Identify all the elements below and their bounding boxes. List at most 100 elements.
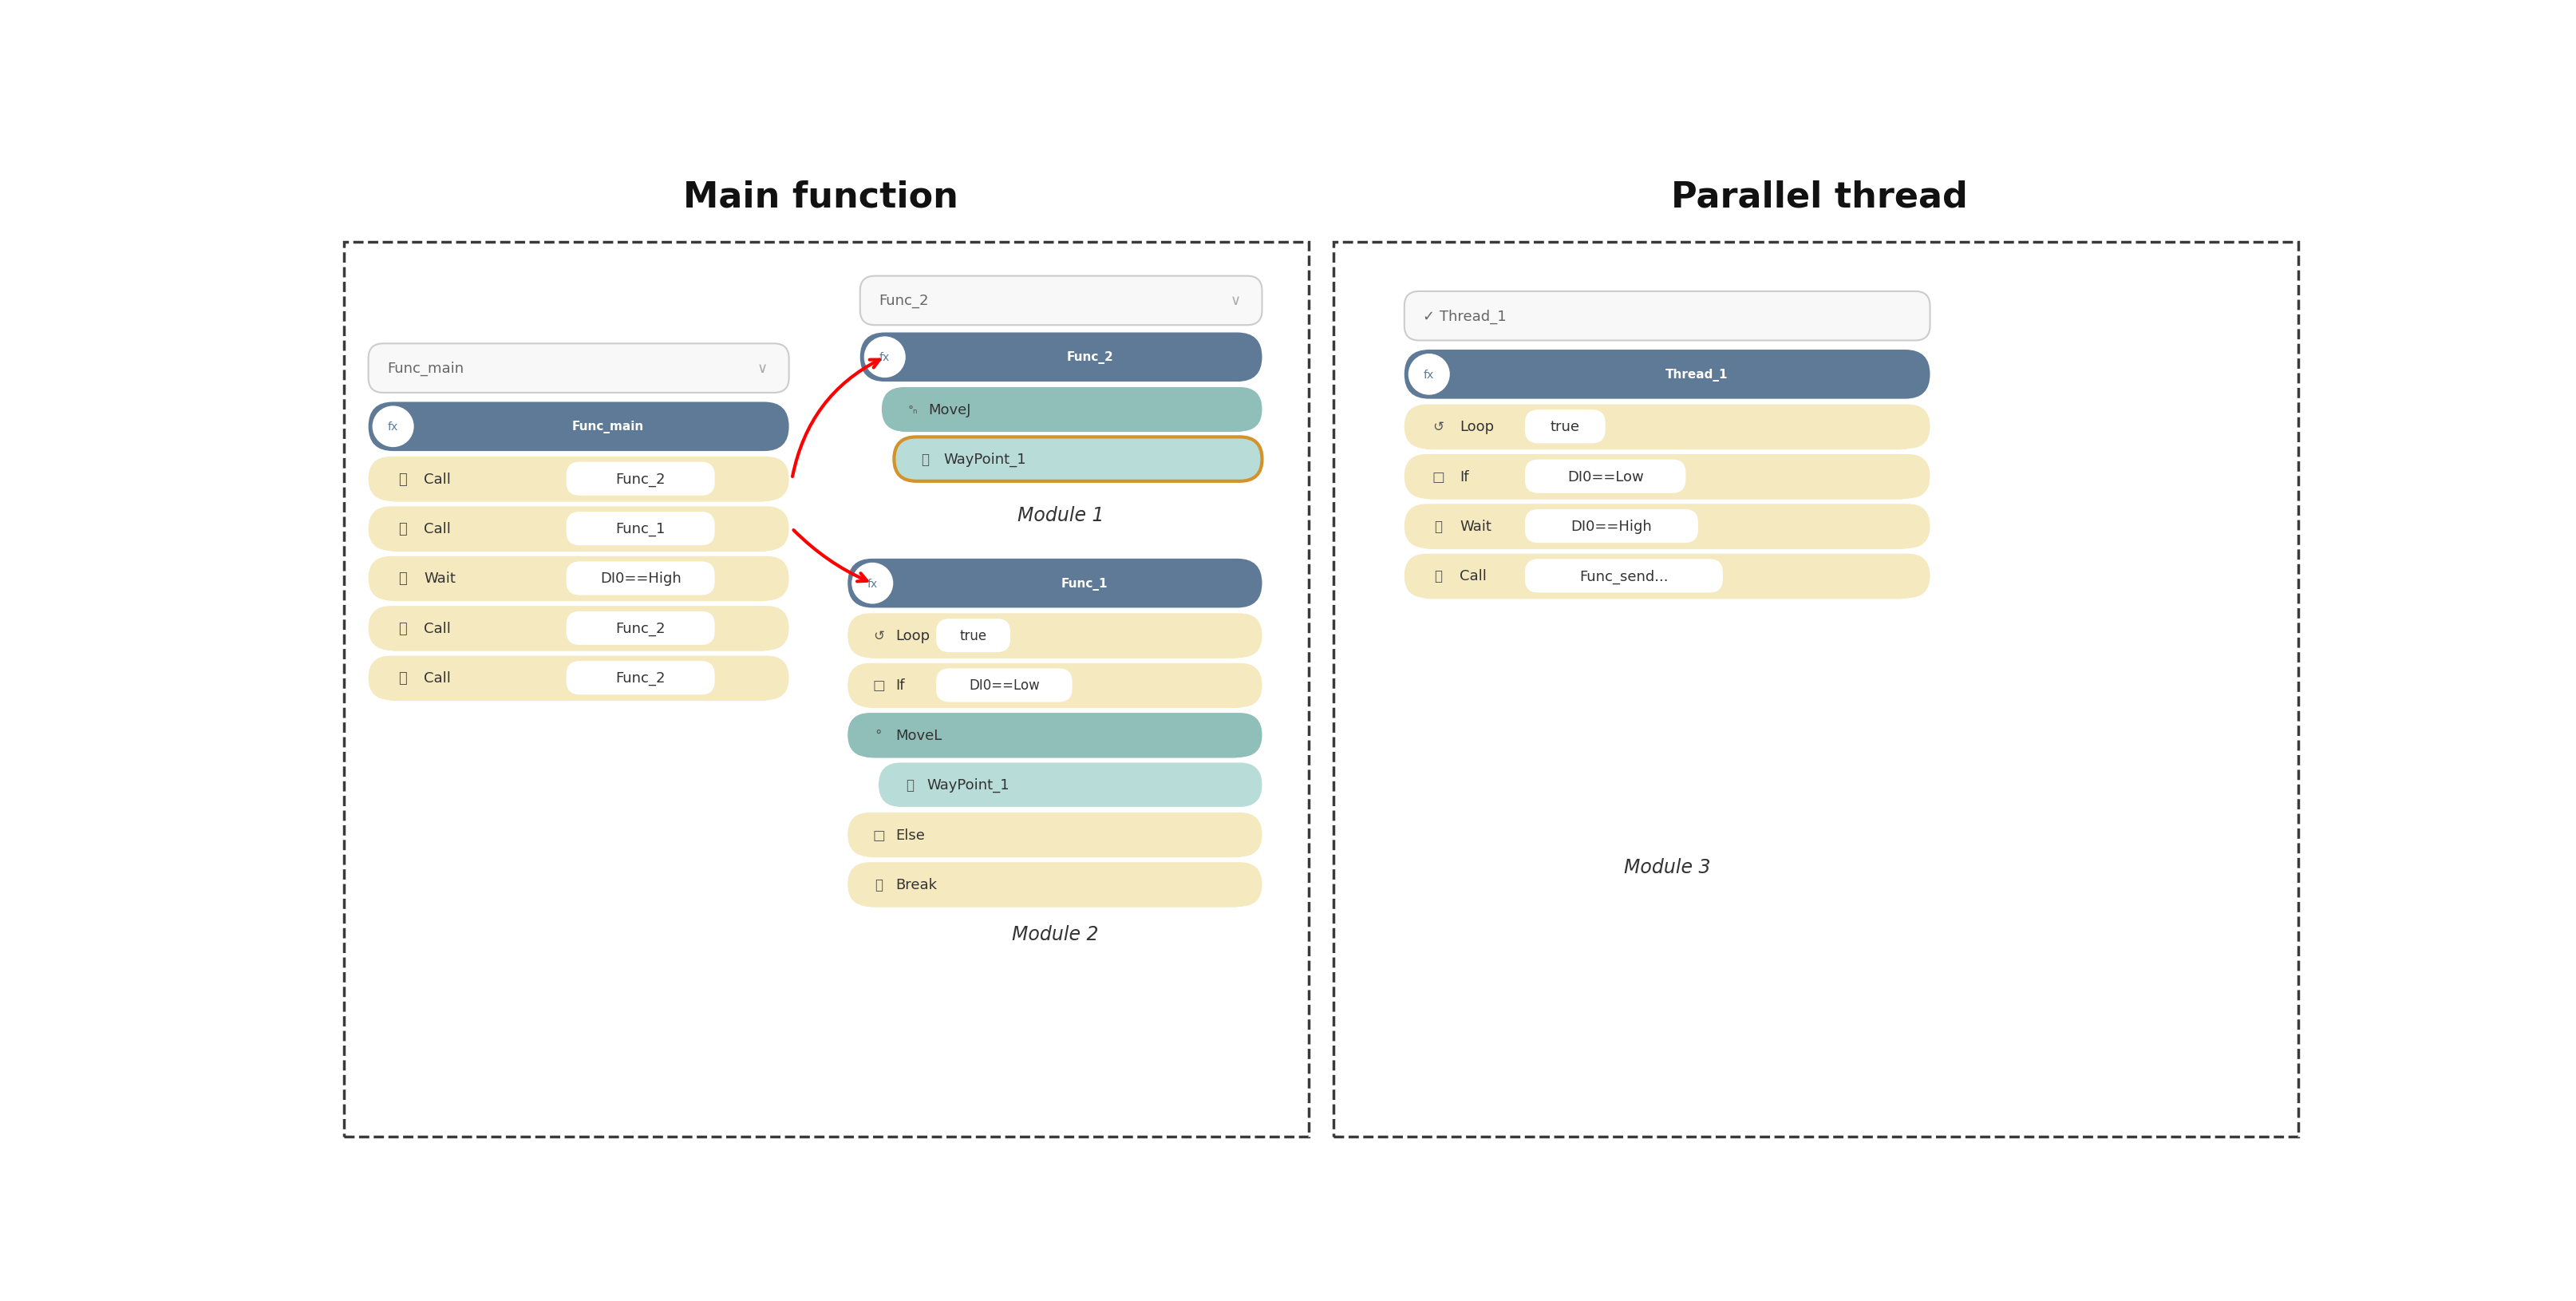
Text: DI0==High: DI0==High xyxy=(600,571,680,585)
FancyBboxPatch shape xyxy=(1404,405,1929,449)
FancyBboxPatch shape xyxy=(368,343,788,393)
Text: Func_2: Func_2 xyxy=(616,622,665,636)
FancyBboxPatch shape xyxy=(1525,559,1723,593)
Text: Else: Else xyxy=(896,827,925,842)
FancyBboxPatch shape xyxy=(853,714,1255,758)
FancyBboxPatch shape xyxy=(848,614,1262,658)
Text: Func_2: Func_2 xyxy=(1066,351,1113,364)
FancyBboxPatch shape xyxy=(848,713,1262,757)
FancyBboxPatch shape xyxy=(368,656,788,700)
FancyBboxPatch shape xyxy=(1406,406,1924,450)
Text: If: If xyxy=(1461,470,1468,484)
FancyBboxPatch shape xyxy=(371,606,786,650)
FancyBboxPatch shape xyxy=(374,458,783,502)
Text: Wait: Wait xyxy=(425,571,456,585)
FancyBboxPatch shape xyxy=(368,507,788,552)
FancyBboxPatch shape xyxy=(371,557,786,601)
FancyBboxPatch shape xyxy=(853,864,1255,908)
Text: DI0==Low: DI0==Low xyxy=(969,678,1041,692)
FancyBboxPatch shape xyxy=(371,657,786,701)
FancyBboxPatch shape xyxy=(1525,510,1698,544)
Text: Func_2: Func_2 xyxy=(878,294,927,308)
Text: ∨: ∨ xyxy=(757,362,768,376)
Text: true: true xyxy=(1551,420,1579,435)
Circle shape xyxy=(863,337,907,379)
FancyBboxPatch shape xyxy=(853,614,1255,658)
Text: ∨: ∨ xyxy=(1229,294,1242,308)
Text: DI0==Low: DI0==Low xyxy=(1566,470,1643,484)
Text: □: □ xyxy=(1432,470,1445,484)
Text: If: If xyxy=(896,678,904,692)
Text: Thread_1: Thread_1 xyxy=(1664,368,1728,381)
Text: Func_1: Func_1 xyxy=(1061,578,1108,589)
FancyBboxPatch shape xyxy=(371,458,786,502)
Text: Module 3: Module 3 xyxy=(1623,857,1710,877)
Text: Parallel thread: Parallel thread xyxy=(1672,180,1968,213)
Circle shape xyxy=(1409,354,1450,396)
Text: □: □ xyxy=(873,827,886,842)
FancyBboxPatch shape xyxy=(1525,410,1605,444)
FancyBboxPatch shape xyxy=(374,657,783,701)
Text: Call: Call xyxy=(425,472,451,487)
FancyBboxPatch shape xyxy=(567,611,714,645)
Text: MoveL: MoveL xyxy=(896,729,943,743)
Text: ⎘: ⎘ xyxy=(399,472,407,487)
FancyBboxPatch shape xyxy=(850,813,1257,857)
FancyBboxPatch shape xyxy=(850,664,1257,708)
Text: °ₙ: °ₙ xyxy=(907,405,917,415)
FancyBboxPatch shape xyxy=(1412,506,1922,549)
FancyBboxPatch shape xyxy=(368,457,788,501)
FancyBboxPatch shape xyxy=(1412,556,1922,600)
Bar xyxy=(1334,243,2298,1136)
Text: Main function: Main function xyxy=(683,180,958,213)
Text: Func_main: Func_main xyxy=(386,362,464,376)
FancyBboxPatch shape xyxy=(374,557,783,601)
Text: ⌖: ⌖ xyxy=(922,453,930,467)
Text: Func_2: Func_2 xyxy=(616,671,665,686)
FancyBboxPatch shape xyxy=(1406,554,1924,598)
FancyBboxPatch shape xyxy=(567,661,714,695)
Text: Call: Call xyxy=(425,622,451,636)
Text: WayPoint_1: WayPoint_1 xyxy=(927,778,1010,792)
FancyBboxPatch shape xyxy=(860,277,1262,325)
FancyBboxPatch shape xyxy=(853,813,1255,857)
Text: Call: Call xyxy=(425,671,451,686)
Text: ⎘: ⎘ xyxy=(399,622,407,636)
FancyBboxPatch shape xyxy=(567,513,714,545)
FancyBboxPatch shape xyxy=(848,863,1262,907)
Text: ↺: ↺ xyxy=(873,628,884,643)
FancyBboxPatch shape xyxy=(368,402,788,451)
Text: fx: fx xyxy=(1425,369,1435,380)
FancyBboxPatch shape xyxy=(860,333,1262,382)
FancyBboxPatch shape xyxy=(935,619,1010,653)
FancyBboxPatch shape xyxy=(850,714,1257,758)
Text: ⌛: ⌛ xyxy=(1435,519,1443,533)
FancyBboxPatch shape xyxy=(850,863,1257,907)
FancyBboxPatch shape xyxy=(371,507,786,552)
Text: ⎘: ⎘ xyxy=(1435,569,1443,583)
Text: fx: fx xyxy=(878,353,891,363)
FancyBboxPatch shape xyxy=(1404,554,1929,598)
Text: ↺: ↺ xyxy=(1432,420,1445,435)
FancyBboxPatch shape xyxy=(884,388,1260,432)
Text: MoveJ: MoveJ xyxy=(927,402,971,416)
Text: Break: Break xyxy=(896,877,938,891)
FancyBboxPatch shape xyxy=(567,562,714,596)
Text: WayPoint_1: WayPoint_1 xyxy=(943,453,1025,467)
Text: °: ° xyxy=(876,729,881,743)
Text: fx: fx xyxy=(868,578,878,589)
FancyBboxPatch shape xyxy=(886,388,1257,432)
Text: ⌖: ⌖ xyxy=(907,778,914,792)
FancyBboxPatch shape xyxy=(878,762,1262,807)
FancyBboxPatch shape xyxy=(1404,454,1929,498)
FancyBboxPatch shape xyxy=(1525,461,1685,493)
FancyBboxPatch shape xyxy=(848,559,1262,608)
FancyBboxPatch shape xyxy=(567,462,714,496)
FancyBboxPatch shape xyxy=(894,437,1262,481)
Text: ⎘: ⎘ xyxy=(399,522,407,536)
Bar xyxy=(343,243,1309,1136)
FancyBboxPatch shape xyxy=(853,665,1255,709)
FancyBboxPatch shape xyxy=(850,614,1257,658)
Text: ⌛: ⌛ xyxy=(399,571,407,585)
FancyBboxPatch shape xyxy=(374,608,783,652)
